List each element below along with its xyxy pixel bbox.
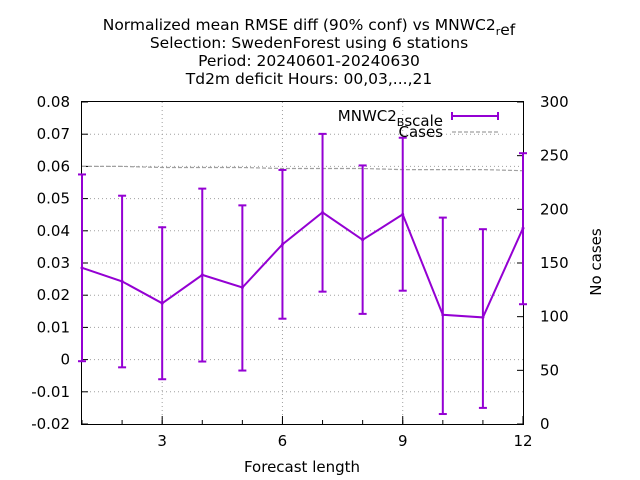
- x-tick-label: 3: [157, 432, 167, 450]
- y-tick-label: 0.02: [37, 286, 70, 304]
- y-tick-label: 0.01: [37, 318, 70, 336]
- y2-axis-label: No cases: [587, 228, 605, 296]
- y-tick-label: -0.01: [31, 383, 70, 401]
- x-axis: 3 6 9 12: [81, 416, 533, 450]
- y-tick-label: -0.02: [31, 415, 70, 433]
- data-point: [240, 285, 244, 289]
- y-tick-label: 0.05: [37, 190, 70, 208]
- title-line: Selection: SwedenForest using 6 stations: [150, 34, 468, 52]
- legend-label: MNWC2Bscale: [338, 107, 443, 130]
- y-tick-label: 0: [60, 351, 70, 369]
- series-mnwc2-bscale: [78, 132, 527, 416]
- x-tick-label: 6: [278, 432, 288, 450]
- y2-tick-label: 300: [540, 93, 569, 111]
- y-tick-label: 0.03: [37, 254, 70, 272]
- x-tick-label: 12: [513, 432, 532, 450]
- data-point: [401, 212, 405, 216]
- y-tick-label: 0.04: [37, 222, 70, 240]
- cases-line: [82, 165, 524, 172]
- data-point: [321, 210, 325, 214]
- y2-tick-label: 50: [540, 361, 559, 379]
- data-point: [521, 226, 525, 230]
- chart-title: Normalized mean RMSE diff (90% conf) vs …: [103, 16, 516, 88]
- y-tick-label: 0.08: [37, 93, 70, 111]
- data-point: [200, 273, 204, 277]
- y2-tick-label: 250: [540, 147, 569, 165]
- series-line: [81, 211, 524, 319]
- y-tick-label: 0.06: [37, 157, 70, 175]
- y-tick-label: 0.07: [37, 125, 70, 143]
- x-tick-label: 9: [398, 432, 408, 450]
- series-cases: [82, 165, 524, 172]
- x-axis-label: Forecast length: [244, 458, 360, 476]
- y-axis: -0.02 -0.01 0 0.01 0.02 0.03 0.04 0.05 0.06 0.07 0…: [31, 93, 88, 433]
- data-point: [160, 301, 164, 305]
- title-line: Td2m deficit Hours: 00,03,...,21: [185, 70, 432, 88]
- title-line: Period: 20240601-20240630: [198, 52, 420, 70]
- data-point: [441, 313, 445, 317]
- legend-label: Cases: [398, 123, 443, 141]
- title-line: Normalized mean RMSE diff (90% conf) vs …: [103, 16, 516, 39]
- y2-tick-label: 200: [540, 200, 569, 218]
- y2-tick-label: 0: [540, 415, 550, 433]
- y2-tick-label: 100: [540, 308, 569, 326]
- grid: [82, 102, 523, 424]
- y2-axis: 0 50 100 150 200 250 300: [517, 93, 569, 433]
- data-point: [361, 238, 365, 242]
- data-point: [481, 315, 485, 319]
- y2-tick-label: 150: [540, 254, 569, 272]
- data-point: [280, 242, 284, 246]
- data-point: [120, 279, 124, 283]
- data-point: [80, 266, 84, 270]
